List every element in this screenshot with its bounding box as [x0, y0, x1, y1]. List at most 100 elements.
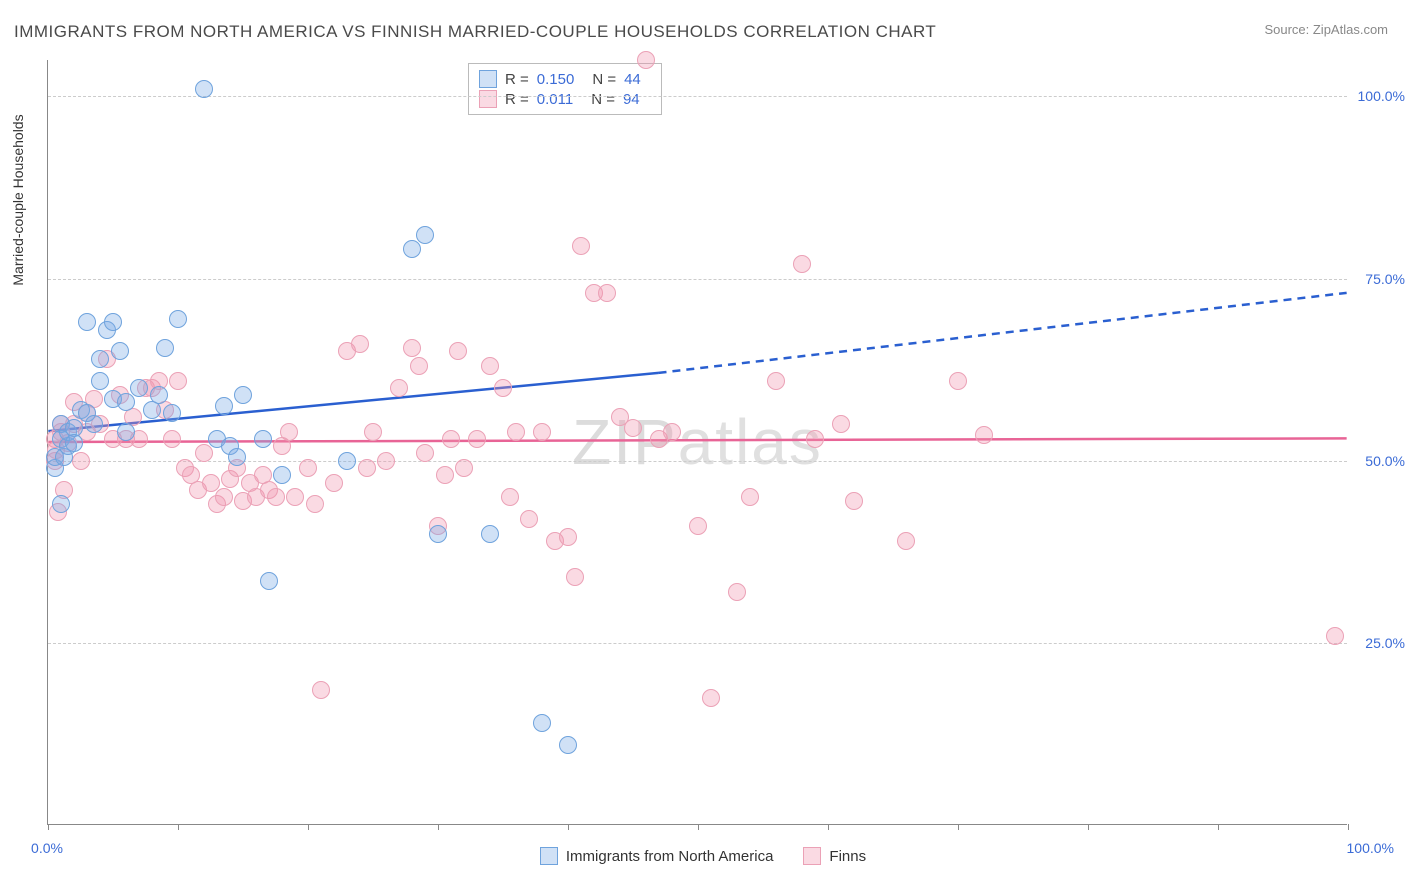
plot-area: ZIPatlas R = 0.150 N = 44 R = 0.011 N = … — [47, 60, 1347, 825]
data-point-pink — [416, 444, 434, 462]
data-point-pink — [501, 488, 519, 506]
data-point-pink — [169, 372, 187, 390]
data-point-blue — [85, 415, 103, 433]
data-point-pink — [663, 423, 681, 441]
data-point-pink — [364, 423, 382, 441]
data-point-blue — [104, 313, 122, 331]
data-point-blue — [195, 80, 213, 98]
data-point-pink — [202, 474, 220, 492]
data-point-pink — [806, 430, 824, 448]
data-point-blue — [91, 350, 109, 368]
data-point-pink — [306, 495, 324, 513]
data-point-blue — [260, 572, 278, 590]
data-point-pink — [741, 488, 759, 506]
stats-n-value-blue: 44 — [624, 71, 641, 88]
data-point-pink — [299, 459, 317, 477]
data-point-blue — [215, 397, 233, 415]
data-point-pink — [72, 452, 90, 470]
data-point-pink — [403, 339, 421, 357]
data-point-pink — [358, 459, 376, 477]
gridline — [48, 96, 1347, 97]
data-point-pink — [494, 379, 512, 397]
data-point-pink — [533, 423, 551, 441]
data-point-blue — [111, 342, 129, 360]
chart-title: IMMIGRANTS FROM NORTH AMERICA VS FINNISH… — [14, 22, 936, 42]
data-point-blue — [130, 379, 148, 397]
data-point-pink — [390, 379, 408, 397]
data-point-pink — [566, 568, 584, 586]
trend-lines — [48, 60, 1347, 824]
data-point-pink — [280, 423, 298, 441]
stats-r-value-pink: 0.011 — [537, 91, 573, 108]
stats-legend-box: R = 0.150 N = 44 R = 0.011 N = 94 — [468, 63, 662, 115]
data-point-blue — [481, 525, 499, 543]
stats-row-blue: R = 0.150 N = 44 — [479, 70, 651, 88]
data-point-blue — [273, 466, 291, 484]
data-point-pink — [702, 689, 720, 707]
data-point-pink — [286, 488, 304, 506]
data-point-pink — [325, 474, 343, 492]
data-point-blue — [429, 525, 447, 543]
x-tick — [438, 824, 439, 830]
y-tick-label: 50.0% — [1350, 453, 1405, 469]
data-point-pink — [689, 517, 707, 535]
data-point-pink — [481, 357, 499, 375]
data-point-pink — [351, 335, 369, 353]
data-point-pink — [767, 372, 785, 390]
data-point-pink — [1326, 627, 1344, 645]
data-point-pink — [897, 532, 915, 550]
data-point-pink — [455, 459, 473, 477]
x-tick — [828, 824, 829, 830]
stats-n-label: N = — [591, 91, 615, 108]
swatch-blue — [479, 70, 497, 88]
data-point-pink — [637, 51, 655, 69]
data-point-pink — [377, 452, 395, 470]
swatch-pink — [479, 90, 497, 108]
data-point-blue — [150, 386, 168, 404]
data-point-pink — [215, 488, 233, 506]
stats-n-value-pink: 94 — [623, 91, 640, 108]
data-point-pink — [436, 466, 454, 484]
x-tick — [958, 824, 959, 830]
data-point-pink — [442, 430, 460, 448]
watermark: ZIPatlas — [572, 405, 823, 479]
legend-label-blue: Immigrants from North America — [566, 848, 774, 865]
data-point-pink — [267, 488, 285, 506]
data-point-blue — [533, 714, 551, 732]
data-point-blue — [338, 452, 356, 470]
data-point-blue — [91, 372, 109, 390]
data-point-blue — [228, 448, 246, 466]
data-point-blue — [65, 434, 83, 452]
data-point-pink — [832, 415, 850, 433]
data-point-pink — [793, 255, 811, 273]
data-point-pink — [468, 430, 486, 448]
data-point-blue — [559, 736, 577, 754]
data-point-pink — [410, 357, 428, 375]
stats-n-label: N = — [592, 71, 616, 88]
gridline — [48, 643, 1347, 644]
legend-item-pink: Finns — [803, 847, 866, 865]
x-tick — [568, 824, 569, 830]
data-point-blue — [403, 240, 421, 258]
x-tick — [48, 824, 49, 830]
source-label: Source: ZipAtlas.com — [1264, 22, 1388, 37]
data-point-blue — [117, 393, 135, 411]
data-point-pink — [728, 583, 746, 601]
legend-label-pink: Finns — [829, 848, 866, 865]
y-axis-title: Married-couple Households — [10, 80, 26, 320]
data-point-pink — [624, 419, 642, 437]
swatch-blue — [540, 847, 558, 865]
data-point-pink — [949, 372, 967, 390]
gridline — [48, 279, 1347, 280]
x-tick — [308, 824, 309, 830]
swatch-pink — [803, 847, 821, 865]
data-point-pink — [449, 342, 467, 360]
data-point-pink — [975, 426, 993, 444]
stats-r-value-blue: 0.150 — [537, 71, 575, 88]
data-point-pink — [598, 284, 616, 302]
data-point-blue — [117, 423, 135, 441]
stats-r-label: R = — [505, 91, 529, 108]
x-tick — [1218, 824, 1219, 830]
y-tick-label: 25.0% — [1350, 635, 1405, 651]
stats-row-pink: R = 0.011 N = 94 — [479, 90, 651, 108]
